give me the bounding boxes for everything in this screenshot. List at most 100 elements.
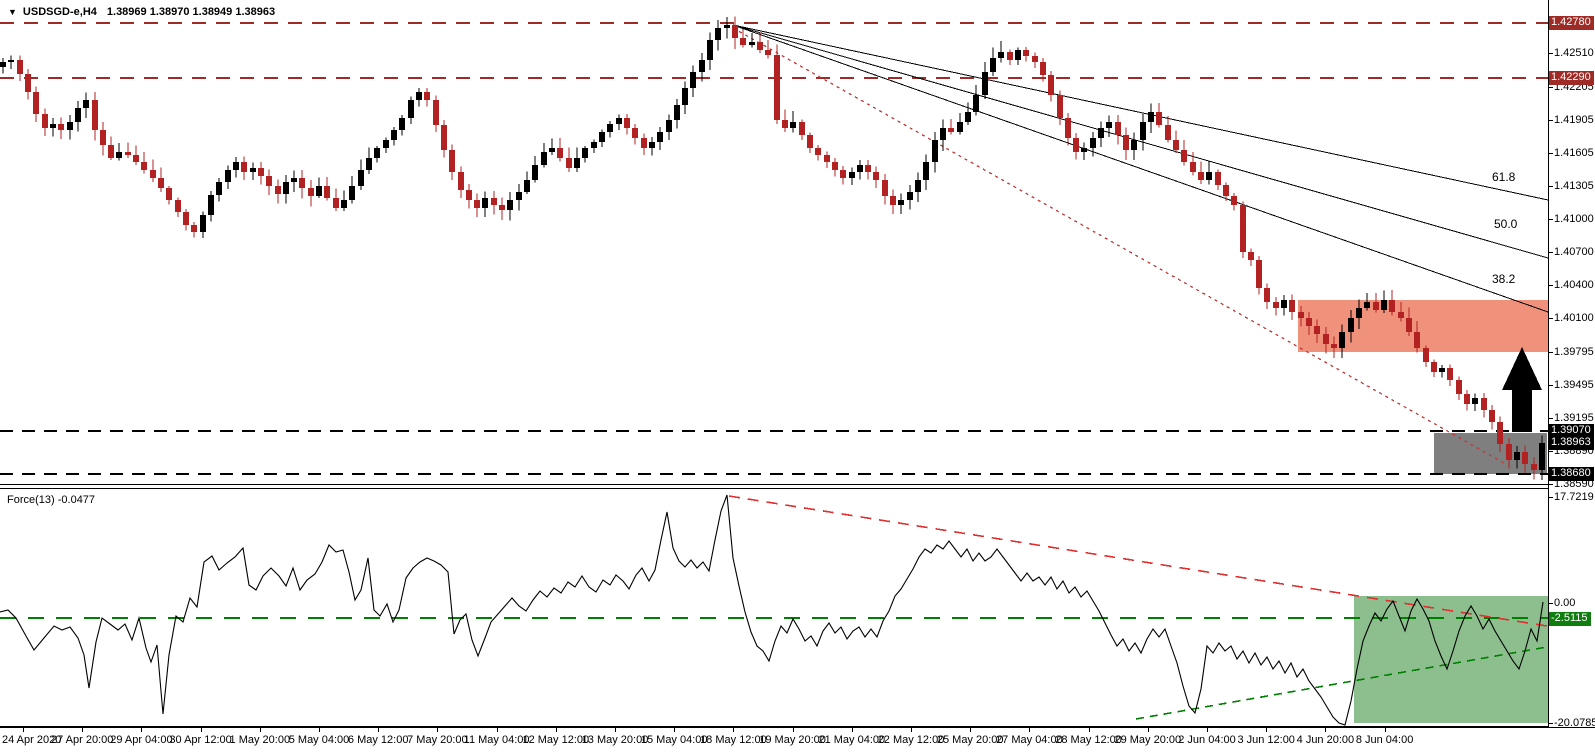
candle-body bbox=[216, 182, 222, 195]
candle-body bbox=[524, 180, 530, 192]
indicator-tick-label: -20.0785 bbox=[1554, 717, 1595, 729]
bullish-projection-arrow[interactable] bbox=[1502, 347, 1542, 432]
candle-body bbox=[250, 168, 256, 172]
candle-body bbox=[1106, 122, 1112, 128]
force-index-line bbox=[0, 494, 1544, 726]
time-tick-mark bbox=[615, 728, 616, 732]
candle-body bbox=[1240, 205, 1246, 252]
time-tick-label: 6 May 12:00 bbox=[347, 734, 409, 746]
candle-body bbox=[150, 170, 156, 178]
time-tick-label: 15 May 04:00 bbox=[640, 734, 708, 746]
time-tick-mark bbox=[1088, 728, 1090, 732]
price-chart-canvas[interactable]: 61.8 50.0 38.2 bbox=[0, 0, 1548, 487]
candle-body bbox=[740, 38, 746, 45]
price-tick-mark bbox=[1549, 352, 1553, 353]
panel-separator-line[interactable] bbox=[0, 484, 1595, 485]
price-tick-label: 1.41605 bbox=[1554, 147, 1594, 159]
time-tick-label: 8 Jun 04:00 bbox=[1355, 734, 1414, 746]
candle-body bbox=[1423, 348, 1429, 362]
descending-dotted-trendline[interactable] bbox=[732, 27, 1505, 464]
candle-body bbox=[599, 132, 605, 142]
price-tick-mark bbox=[1549, 285, 1553, 286]
candle-body bbox=[75, 108, 81, 122]
candle-body bbox=[1057, 95, 1063, 118]
indicator-red-trendline[interactable] bbox=[728, 495, 1548, 627]
candle-body bbox=[125, 152, 131, 155]
time-tick-label: 27 May 04:00 bbox=[996, 734, 1063, 746]
candle-body bbox=[458, 172, 464, 190]
candle-body bbox=[383, 140, 389, 148]
fib-fan-line-61.8[interactable] bbox=[732, 24, 1548, 201]
time-axis[interactable]: 24 Apr 2020 27 Apr 20:00 29 Apr 04:00 30 Ap… bbox=[0, 727, 1595, 752]
candle-body bbox=[574, 158, 580, 168]
time-tick-label: 5 May 04:00 bbox=[288, 734, 350, 746]
time-tick-mark bbox=[851, 728, 853, 732]
time-tick-mark bbox=[378, 728, 380, 732]
candle-body bbox=[591, 142, 597, 148]
time-tick-mark bbox=[792, 728, 794, 732]
candle-body bbox=[266, 176, 272, 186]
chart-dropdown-icon[interactable]: ▼ bbox=[8, 7, 17, 17]
candle-body bbox=[8, 60, 14, 62]
candle-body bbox=[366, 158, 372, 170]
candle-body bbox=[324, 186, 330, 198]
price-tick-mark bbox=[1549, 252, 1553, 253]
time-tick-mark bbox=[319, 728, 320, 732]
candle-body bbox=[566, 158, 572, 168]
indicator-tick-label: 17.7219 bbox=[1554, 491, 1594, 503]
price-tick-label: 1.39795 bbox=[1554, 346, 1594, 358]
ohlc-quote-values: 1.38969 1.38970 1.38949 1.38963 bbox=[106, 6, 276, 18]
candle-body bbox=[799, 122, 805, 135]
candle-body bbox=[416, 92, 422, 100]
candle-body bbox=[200, 215, 206, 232]
time-tick-label: 24 Apr 2020 bbox=[2, 734, 62, 746]
candle-body bbox=[92, 100, 98, 130]
force-indicator-canvas[interactable] bbox=[0, 490, 1548, 727]
candle-body bbox=[690, 72, 696, 88]
candle-body bbox=[67, 122, 73, 130]
fib-label-50.0: 50.0 bbox=[1494, 217, 1518, 231]
candle-body bbox=[358, 170, 364, 186]
candle-body bbox=[1406, 318, 1412, 332]
candle-body bbox=[998, 52, 1004, 58]
candle-body bbox=[275, 186, 281, 194]
candle-body bbox=[391, 130, 397, 140]
candle-body bbox=[957, 122, 963, 132]
candle-body bbox=[141, 162, 147, 170]
fib-label-61.8: 61.8 bbox=[1492, 170, 1516, 184]
candle-body bbox=[824, 155, 830, 162]
support-zone-rect[interactable] bbox=[1434, 433, 1547, 474]
candle-body bbox=[408, 100, 414, 118]
time-tick-mark bbox=[1384, 728, 1386, 732]
indicator-tick-mark bbox=[1549, 497, 1553, 498]
candle-body bbox=[1331, 344, 1337, 348]
candle-body bbox=[158, 178, 164, 188]
price-scale[interactable]: 1.42510 1.42205 1.41905 1.41605 1.41305 1.410… bbox=[1548, 0, 1595, 729]
price-tick-label: 1.39195 bbox=[1554, 412, 1594, 424]
candle-body bbox=[940, 128, 946, 140]
candle-body bbox=[682, 88, 688, 105]
candle-body bbox=[474, 200, 480, 208]
candle-body bbox=[42, 114, 48, 128]
candle-body bbox=[774, 55, 780, 120]
candle-body bbox=[1098, 128, 1104, 138]
accumulation-zone-rect[interactable] bbox=[1354, 596, 1548, 723]
fib-fan-line-50.0[interactable] bbox=[732, 24, 1548, 259]
candle-body bbox=[915, 180, 921, 192]
fib-fan-line-38.2[interactable] bbox=[732, 24, 1548, 313]
candle-body bbox=[898, 200, 904, 205]
candle-body bbox=[1181, 150, 1187, 162]
candle-body bbox=[549, 148, 555, 152]
candle-body bbox=[1314, 326, 1320, 334]
candle-body bbox=[1206, 172, 1212, 180]
price-tag-1.42290: 1.42290 bbox=[1549, 71, 1594, 85]
time-tick-label: 27 Apr 20:00 bbox=[50, 734, 114, 746]
candle-body bbox=[1398, 312, 1404, 318]
time-tick-label: 2 Jun 04:00 bbox=[1178, 734, 1236, 746]
candle-body bbox=[973, 95, 979, 112]
candle-body bbox=[1323, 334, 1329, 344]
time-tick-label: 11 May 04:00 bbox=[463, 734, 530, 746]
candle-body bbox=[291, 178, 297, 182]
candle-body bbox=[482, 198, 488, 208]
candle-body bbox=[815, 148, 821, 155]
